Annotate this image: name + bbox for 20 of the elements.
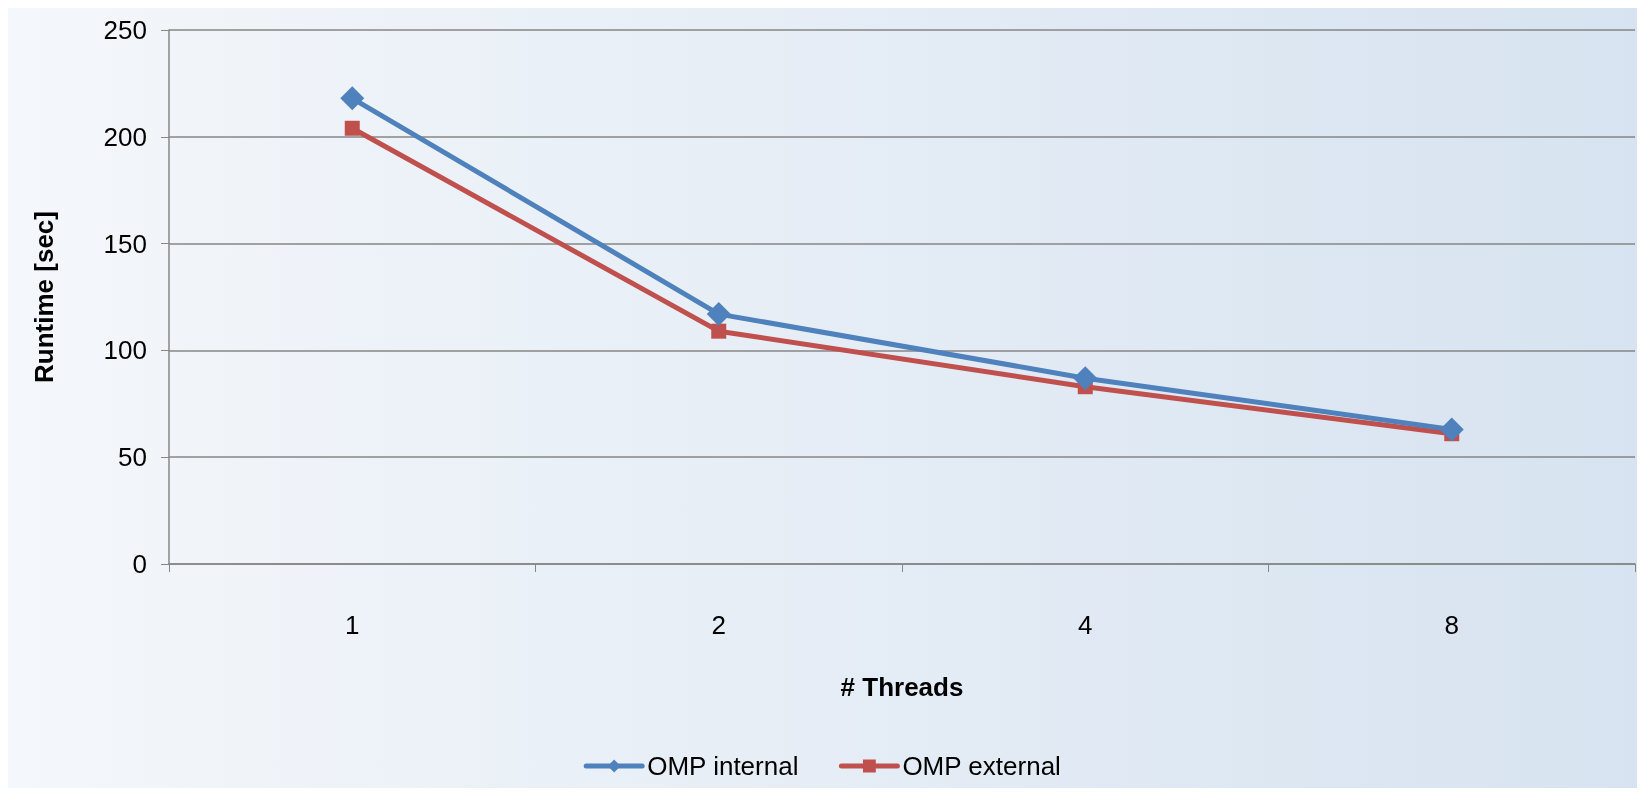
x-axis-title: # Threads <box>840 672 964 702</box>
point <box>344 120 360 136</box>
x-tick-label: 1 <box>345 610 360 640</box>
y-tick-label: 50 <box>118 442 147 473</box>
point <box>1073 366 1098 391</box>
y-tick-label: 100 <box>103 335 147 366</box>
y-tick-label: 200 <box>103 121 147 152</box>
legend-label: OMP external <box>902 751 1061 781</box>
y-tick-label: 0 <box>132 549 147 579</box>
y-tick-label: 250 <box>103 15 147 45</box>
x-tick-label: 4 <box>1078 610 1093 640</box>
x-tick-label: 2 <box>711 610 726 640</box>
x-tick-label: 8 <box>1444 610 1459 640</box>
point <box>711 323 727 339</box>
point <box>1439 417 1464 442</box>
y-axis-title: Runtime [sec] <box>29 211 59 383</box>
point <box>706 302 731 327</box>
y-tick-label: 150 <box>103 228 147 259</box>
legend-label: OMP internal <box>647 751 799 781</box>
point <box>340 86 365 111</box>
